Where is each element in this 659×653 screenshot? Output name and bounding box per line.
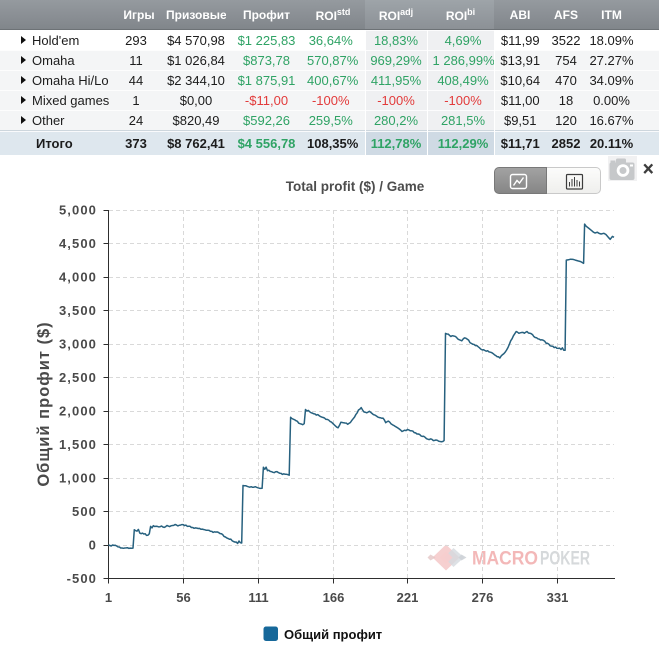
svg-text:Общий профит: Общий профит xyxy=(284,627,382,642)
svg-text:331: 331 xyxy=(547,590,569,605)
svg-text:276: 276 xyxy=(472,590,494,605)
svg-text:MACRO: MACRO xyxy=(472,548,538,570)
svg-text:500: 500 xyxy=(72,504,97,519)
svg-text:5,000: 5,000 xyxy=(59,203,97,218)
svg-text:3,000: 3,000 xyxy=(59,337,97,352)
svg-text:4,000: 4,000 xyxy=(59,270,97,285)
svg-text:0: 0 xyxy=(89,538,97,553)
svg-text:1: 1 xyxy=(105,590,112,605)
svg-text:POKER: POKER xyxy=(540,548,590,570)
svg-text:221: 221 xyxy=(397,590,419,605)
svg-text:111: 111 xyxy=(248,590,268,605)
svg-text:1,500: 1,500 xyxy=(59,437,97,452)
svg-text:56: 56 xyxy=(176,590,190,605)
svg-text:-500: -500 xyxy=(67,571,97,586)
svg-text:4,500: 4,500 xyxy=(59,236,97,251)
svg-text:1,000: 1,000 xyxy=(59,471,97,486)
svg-text:2,000: 2,000 xyxy=(59,404,97,419)
svg-text:166: 166 xyxy=(323,590,345,605)
svg-text:2,500: 2,500 xyxy=(59,370,97,385)
svg-text:Общий профит ($): Общий профит ($) xyxy=(35,321,53,486)
svg-text:3,500: 3,500 xyxy=(59,303,97,318)
